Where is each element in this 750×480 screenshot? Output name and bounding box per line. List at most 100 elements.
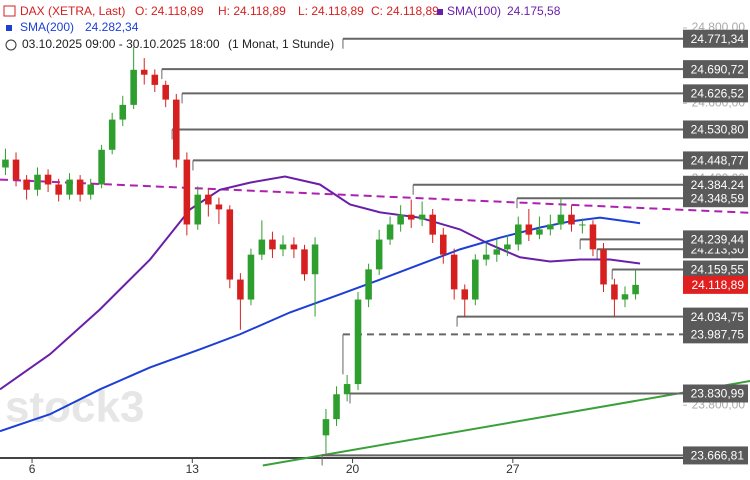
current-price-box [683,275,748,294]
level-label: 24.239,44 [691,233,745,247]
candle-body [621,294,629,300]
level-label: 24.348,59 [691,191,745,205]
candle-body [547,224,554,230]
level-label-box [683,230,748,249]
level-label-box [683,307,748,326]
watermark: stock3 [5,383,144,432]
level-label: 23.987,75 [691,328,745,342]
resolution: (1 Monat, 1 Stunde) [228,37,334,51]
candle-body [119,104,127,120]
x-tick-label: 13 [186,462,200,476]
plot: 23.800,0024.000,0024.200,0024.400,0024.6… [0,20,750,476]
quote-close: C: 24.118,89 [371,4,439,18]
level-label: 24.530,80 [691,123,745,137]
candle-body [269,239,276,250]
level-label-box [683,60,748,79]
candle-body [600,249,607,285]
candle-body [525,224,533,235]
candle-body [23,179,30,190]
candle-body [87,184,94,195]
legend-swatch [437,9,443,15]
clock-icon [5,39,17,51]
candle-body [66,179,73,195]
sma-line [0,216,641,433]
candle-body [194,194,202,225]
level-label: 24.034,75 [691,310,745,324]
quote-low: L: 24.118,89 [298,4,364,18]
candle-body [183,159,191,225]
candle-body [354,299,362,385]
candle-body [504,244,511,250]
candle-body [322,419,330,436]
candle-body [461,289,469,300]
candle-body [365,269,372,300]
level-label-box [683,446,748,465]
candle-body [151,74,159,85]
candle-body [226,209,234,280]
candle-body [343,384,351,395]
trendline [262,380,750,467]
candle-body [429,214,436,235]
candle-body [44,174,52,185]
quote-open: O: 24.118,89 [135,4,204,18]
legend-name: SMA(100) [447,4,501,18]
candle-body [76,179,84,195]
legend-value: 24.175,58 [507,4,561,18]
candle-body [173,99,180,160]
quote-high: H: 24.118,89 [218,4,286,18]
trendline [0,178,750,214]
level-label: 24.771,34 [691,32,745,46]
candle-body [568,214,575,225]
candle-body [579,224,586,226]
candle-body [205,194,212,205]
candle-body [611,284,618,300]
candle-body [12,159,20,180]
level-label-box [683,384,748,403]
candle-body [258,239,266,255]
candle-body [375,239,383,270]
level-label-box [683,120,748,139]
x-tick-label: 6 [29,462,36,476]
level-label: 23.666,81 [691,449,745,463]
candle-body [514,224,522,245]
candle-body [98,149,105,185]
level-label-box [683,325,748,344]
candle-body [589,224,597,250]
current-price-label: 24.118,89 [692,278,745,292]
candle-body [557,214,565,225]
candle-body [279,244,287,250]
candle-body [290,244,298,250]
level-label: 24.384,24 [691,178,745,192]
candle-body [247,254,255,300]
candle-body [472,259,479,300]
candle-body [108,119,116,150]
candle-body [162,84,169,100]
candle-body [311,244,319,275]
level-label-box [683,29,748,48]
candle-body [482,254,490,260]
period: 03.10.2025 09:00 - 30.10.2025 18:00 [22,37,220,51]
candle-body [34,174,41,190]
candle-body [386,224,394,240]
chart-icon [3,5,16,17]
candle-body [407,214,415,220]
level-label-box [683,189,748,208]
legend-swatch [6,25,12,31]
level-label: 24.159,55 [691,263,745,277]
level-label-box [683,84,748,103]
candle-body [536,229,543,235]
chart-title: DAX (XETRA, Last) [20,4,125,18]
header: DAX (XETRA, Last) O: 24.118,89 H: 24.118… [3,4,561,51]
candle-body [418,214,426,220]
candle-body [632,284,639,295]
legend-name: SMA(200) [20,20,74,34]
legend-value: 24.282,34 [85,20,139,34]
sma-line [0,175,641,391]
level-label: 24.690,72 [691,62,745,76]
candle-body [55,184,62,195]
candle-body [130,69,137,105]
candle-body [333,394,340,420]
candle-body [439,234,447,255]
candle-body [2,159,9,168]
